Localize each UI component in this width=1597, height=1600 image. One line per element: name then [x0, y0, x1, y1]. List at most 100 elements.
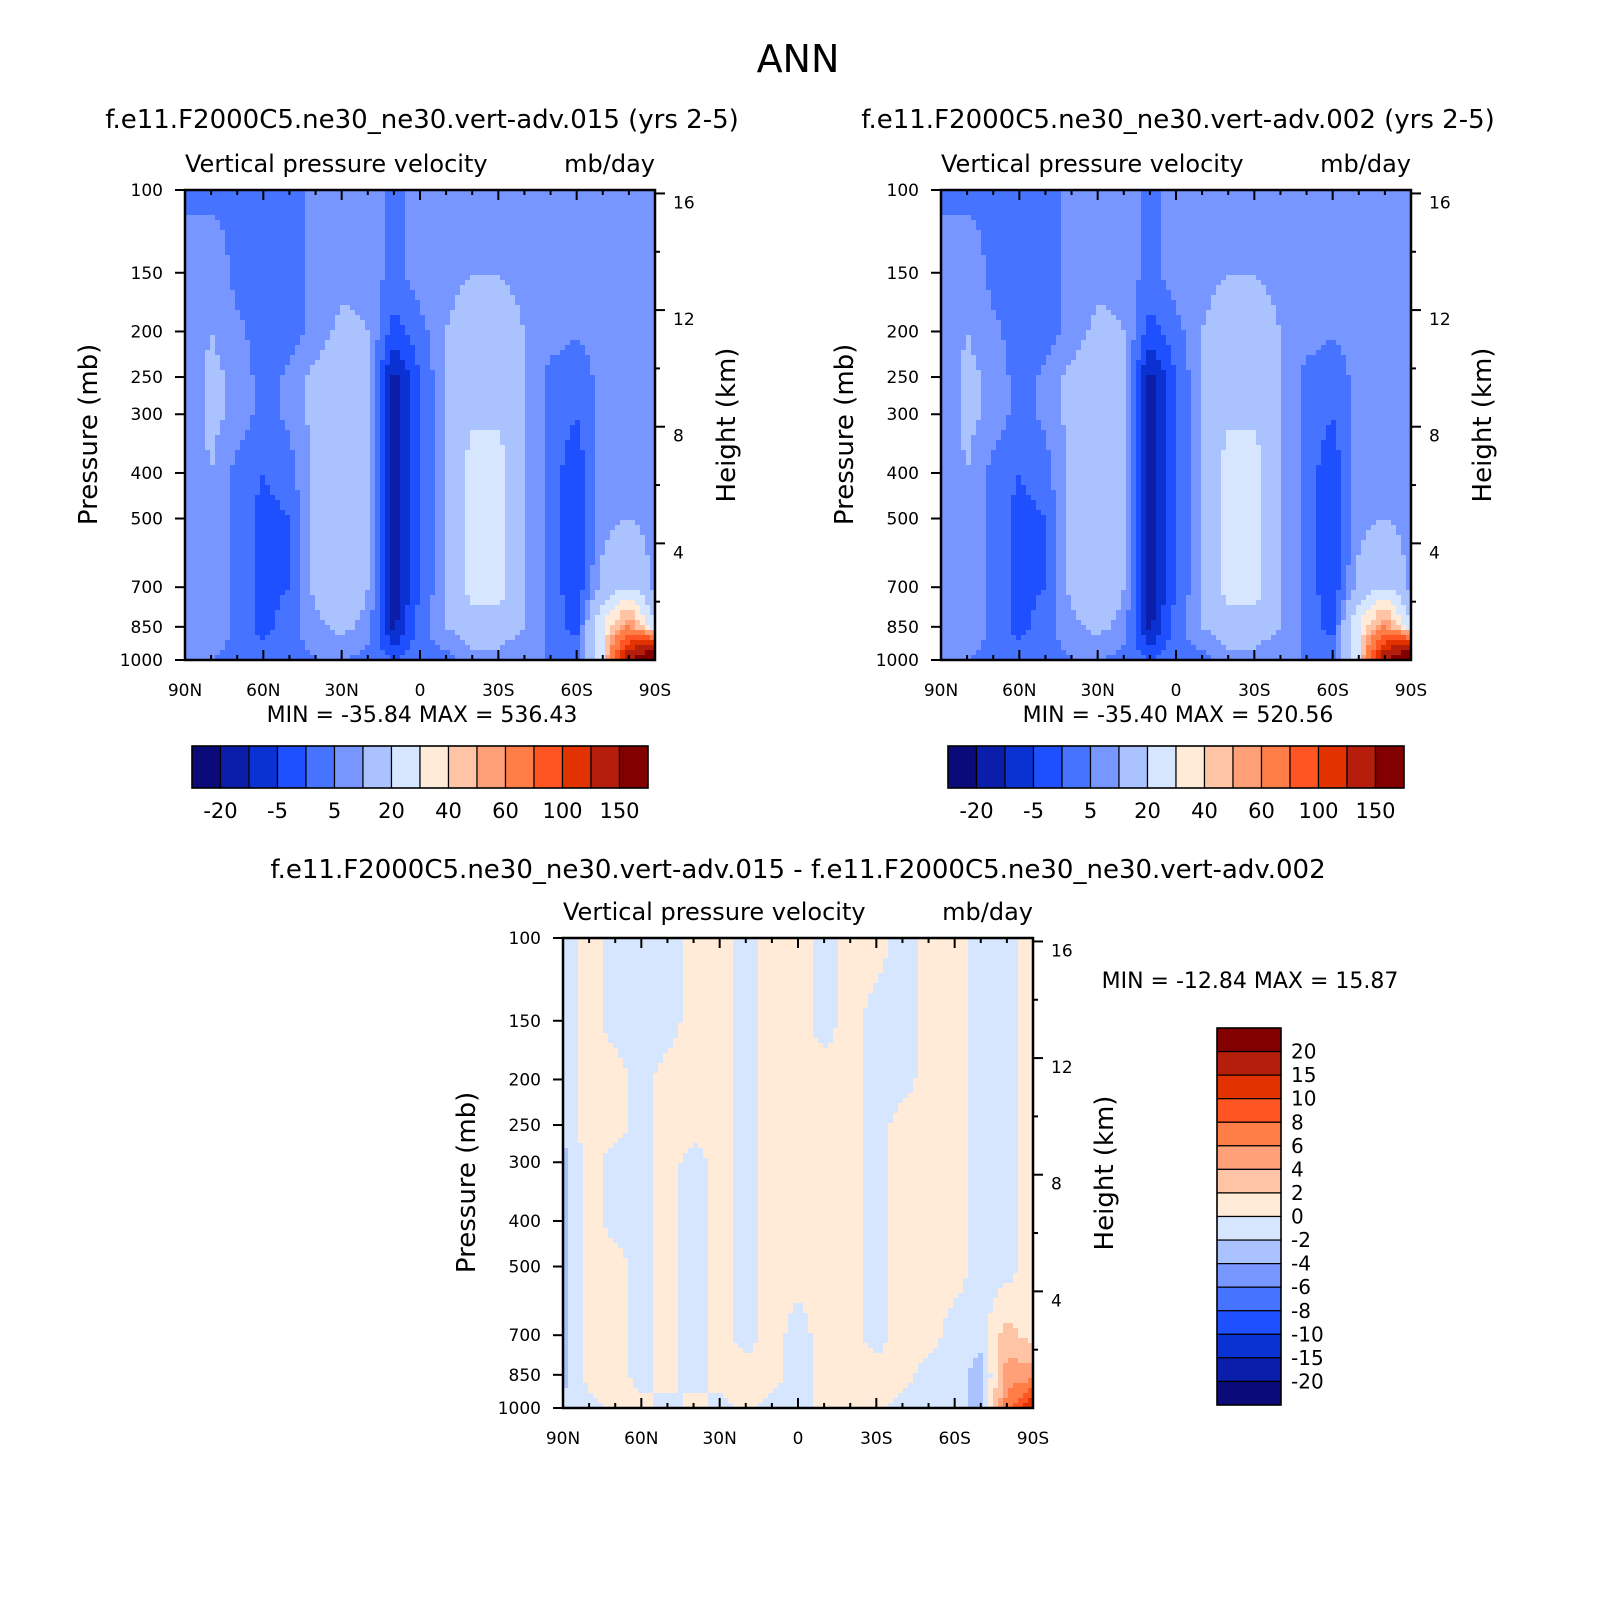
- contour-cell: [225, 510, 231, 516]
- contour-cell: [395, 350, 401, 356]
- contour-cell: [260, 605, 266, 611]
- contour-cell: [310, 590, 316, 596]
- contour-cell: [360, 530, 366, 536]
- contour-cell: [200, 300, 206, 306]
- contour-cell: [280, 625, 286, 631]
- contour-cell: [445, 345, 451, 351]
- contour-cell: [360, 195, 366, 201]
- contour-cell: [295, 495, 301, 501]
- contour-cell: [360, 545, 366, 551]
- contour-cell: [230, 300, 236, 306]
- contour-cell: [245, 375, 251, 381]
- contour-cell: [245, 620, 251, 626]
- contour-cell: [340, 530, 346, 536]
- contour-cell: [340, 265, 346, 271]
- contour-cell: [230, 340, 236, 346]
- contour-cell: [420, 275, 426, 281]
- contour-cell: [330, 520, 336, 526]
- contour-cell: [410, 355, 416, 361]
- contour-cell: [345, 490, 351, 496]
- contour-cell: [395, 375, 401, 381]
- contour-cell: [315, 350, 321, 356]
- contour-cell: [290, 585, 296, 591]
- contour-cell: [415, 360, 421, 366]
- contour-cell: [420, 510, 426, 516]
- contour-cell: [255, 295, 261, 301]
- contour-cell: [330, 545, 336, 551]
- contour-cell: [215, 445, 221, 451]
- contour-cell: [265, 230, 271, 236]
- contour-cell: [290, 300, 296, 306]
- contour-cell: [320, 480, 326, 486]
- contour-cell: [445, 510, 451, 516]
- contour-cell: [420, 555, 426, 561]
- contour-cell: [420, 475, 426, 481]
- contour-cell: [440, 485, 446, 491]
- contour-cell: [385, 420, 391, 426]
- contour-cell: [245, 400, 251, 406]
- contour-cell: [420, 420, 426, 426]
- contour-cell: [425, 310, 431, 316]
- contour-cell: [350, 395, 356, 401]
- contour-cell: [405, 640, 411, 646]
- contour-cell: [230, 295, 236, 301]
- contour-cell: [240, 635, 246, 641]
- contour-cell: [340, 390, 346, 396]
- contour-cell: [430, 430, 436, 436]
- contour-cell: [365, 550, 371, 556]
- contour-cell: [320, 425, 326, 431]
- contour-cell: [315, 605, 321, 611]
- contour-cell: [270, 620, 276, 626]
- contour-cell: [345, 235, 351, 241]
- contour-cell: [405, 370, 411, 376]
- contour-cell: [230, 275, 236, 281]
- contour-cell: [195, 260, 201, 266]
- contour-cell: [385, 525, 391, 531]
- contour-cell: [430, 550, 436, 556]
- contour-cell: [290, 640, 296, 646]
- contour-cell: [275, 345, 281, 351]
- contour-cell: [270, 310, 276, 316]
- contour-cell: [425, 265, 431, 271]
- contour-cell: [205, 595, 211, 601]
- contour-cell: [295, 560, 301, 566]
- contour-cell: [435, 550, 441, 556]
- contour-cell: [265, 635, 271, 641]
- contour-cell: [425, 425, 431, 431]
- contour-cell: [190, 460, 196, 466]
- contour-cell: [395, 360, 401, 366]
- contour-cell: [245, 385, 251, 391]
- contour-cell: [370, 395, 376, 401]
- contour-cell: [220, 575, 226, 581]
- contour-cell: [395, 640, 401, 646]
- contour-cell: [275, 625, 281, 631]
- contour-cell: [435, 495, 441, 501]
- contour-cell: [360, 410, 366, 416]
- contour-cell: [270, 585, 276, 591]
- contour-cell: [195, 290, 201, 296]
- contour-cell: [270, 450, 276, 456]
- contour-cell: [265, 305, 271, 311]
- contour-cell: [235, 440, 241, 446]
- contour-cell: [315, 440, 321, 446]
- contour-cell: [335, 260, 341, 266]
- contour-cell: [375, 595, 381, 601]
- contour-cell: [360, 365, 366, 371]
- contour-cell: [390, 380, 396, 386]
- contour-cell: [405, 335, 411, 341]
- contour-cell: [265, 630, 271, 636]
- contour-cell: [445, 250, 451, 256]
- contour-cell: [395, 270, 401, 276]
- contour-cell: [380, 370, 386, 376]
- contour-cell: [340, 375, 346, 381]
- contour-cell: [390, 465, 396, 471]
- contour-cell: [440, 280, 446, 286]
- contour-cell: [405, 560, 411, 566]
- contour-cell: [195, 610, 201, 616]
- contour-cell: [190, 315, 196, 321]
- contour-cell: [250, 440, 256, 446]
- contour-cell: [390, 430, 396, 436]
- contour-cell: [265, 235, 271, 241]
- contour-cell: [380, 610, 386, 616]
- contour-cell: [225, 210, 231, 216]
